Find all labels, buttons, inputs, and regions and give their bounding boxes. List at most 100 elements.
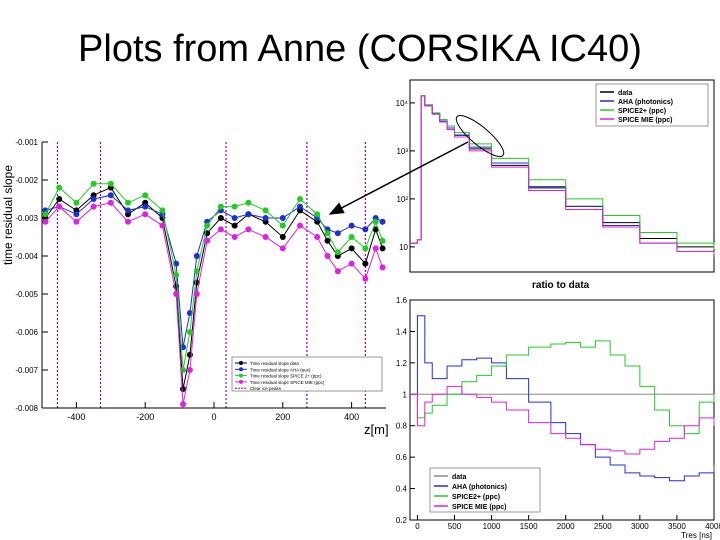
bottom-right-x-tick-label: 500 [448,522,462,531]
top-right-y-tick-label: 10⁴ [396,99,409,108]
bottom-right-x-tick-label: 3000 [631,522,649,531]
top-right-legend-label: data [618,90,633,97]
left-y-tick-label: -0.002 [15,176,38,185]
left-series-point [73,211,80,218]
left-series-point [334,230,341,237]
left-series-point [245,211,252,218]
left-series-point [379,245,386,252]
ratio-to-data-label: ratio to data [532,280,590,291]
left-series-point [42,218,49,225]
left-series-point [279,234,286,240]
bottom-right-x-tick-label: 1000 [483,522,501,531]
top-right-legend-label: SPICE2+ (ppc) [618,108,666,115]
pointer-arrow [328,141,469,215]
bottom-right-y-tick-label: 0.8 [396,422,408,431]
left-series-point [142,211,149,218]
left-series-point [362,275,369,282]
top-right-legend-label: SPICE MIE (ppc) [618,117,672,124]
left-series-point [314,234,321,240]
left-legend-label: Time residual slope AHA (aux) [250,367,311,372]
left-series-point [348,245,355,252]
bottom-right-legend-label: SPICE MIE (ppc) [452,504,506,511]
left-y-tick-label: -0.008 [15,404,38,413]
bottom-right-legend-label: SPICE2+ (ppc) [452,494,500,501]
left-y-tick-label: -0.007 [15,366,38,375]
left-y-tick-label: -0.001 [15,138,38,147]
bottom-right-y-tick-label: 1 [403,390,408,399]
left-series-point [142,203,149,210]
left-series-point [42,211,49,218]
left-series-point [324,253,331,259]
bottom-right-y-tick-label: 0.6 [396,453,408,462]
bottom-right-y-tick-label: 1.6 [396,296,408,305]
left-x-tick-label: 200 [275,412,290,422]
left-series-point [73,218,80,225]
bottom-right-legend-box [429,467,541,513]
bottom-right-x-tick-label: 2500 [594,522,612,531]
left-series-point [173,260,180,267]
left-series-point [56,203,63,210]
left-series-point [159,207,166,214]
bottom-right-series [410,315,715,482]
left-series-point [204,222,211,229]
left-x-tick-label: 0 [211,412,216,422]
left-y-tick-label: -0.004 [15,252,38,261]
left-x-tick-label: 400 [344,412,359,422]
top-right-legend-box [595,83,709,127]
bottom-right-series [410,340,715,435]
left-series-point [107,180,114,187]
left-legend-marker [239,373,243,378]
left-legend-marker [239,361,243,365]
left-series-point [245,199,252,206]
bottom-right-x-tick-label: 1500 [520,522,538,531]
bottom-right-x-tick-label: 2000 [557,522,575,531]
left-legend-label: Time residual slope data [250,361,299,366]
left-series-point [217,226,224,233]
left-series-point [173,291,180,297]
left-series-line [45,202,384,405]
left-series-point [90,196,97,202]
left-legend-label: Clear ice peaks [250,386,282,391]
bottom-right-legend-label: AHA (photonics) [452,484,507,491]
left-series-point [297,196,303,202]
left-series-point [125,207,131,214]
bottom-right-y-tick-label: 1.4 [396,327,408,336]
left-series-point [125,199,131,206]
left-series-point [204,237,211,244]
left-series-point [262,207,269,214]
left-series-point [379,264,386,271]
left-series-point [324,230,331,237]
left-series-line [45,194,383,348]
left-series-point [125,218,131,225]
left-legend-marker [239,367,243,372]
left-series-point [180,401,187,408]
top-right-frame [409,79,715,273]
left-series-point [324,237,331,244]
left-series-point [73,199,80,206]
left-series-line [44,183,384,371]
top-right-series [410,95,715,255]
left-series-point [90,180,97,187]
left-series-point [186,329,193,335]
left-series-point [348,260,355,267]
left-series-point [262,234,269,240]
bottom-right-frame [409,299,715,521]
left-x-axis-label: z[m] [364,422,389,437]
left-y-tick-label: -0.003 [15,214,38,223]
top-right-y-tick-label: 10² [396,195,408,204]
left-y-axis-label: time residual slope [1,165,15,265]
left-series-point [262,215,269,221]
left-legend-box [231,356,383,392]
left-series-point [372,218,379,225]
left-series-point [180,367,187,373]
left-legend-marker [239,379,243,384]
bottom-right-x-tick-label: 4000 [705,522,720,531]
bottom-right-y-tick-label: 1.2 [396,359,408,368]
left-series-point [297,222,303,229]
bottom-right-x-tick-label: 3500 [668,522,686,531]
left-series-point [186,367,193,373]
left-series-point [334,268,341,275]
left-series-point [279,245,286,252]
bottom-right-series [410,385,715,455]
bottom-right-legend-label: data [452,474,467,481]
